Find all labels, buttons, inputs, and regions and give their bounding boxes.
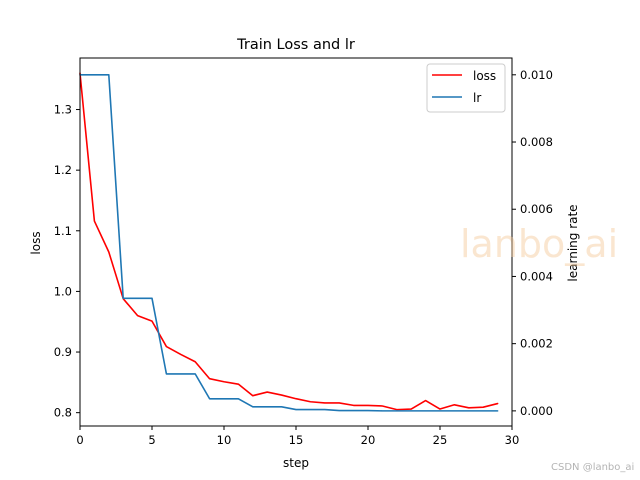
legend-label-lr: lr (473, 91, 481, 105)
plot-area-frame (79, 57, 513, 427)
y2-tick-label: 0.004 (520, 269, 553, 283)
chart-title: Train Loss and lr (236, 37, 355, 53)
series-line-loss (79, 72, 499, 411)
legend: loss lr (426, 63, 506, 113)
y2-tick-label: 0.008 (520, 135, 553, 149)
y2-tick-label: 0.000 (520, 404, 553, 418)
y2-axis-label: learning rate (566, 204, 580, 281)
y-tick-label: 1.2 (54, 163, 72, 177)
legend-box (426, 63, 506, 113)
x-tick-label: 10 (217, 433, 232, 447)
y-tick-label: 0.8 (54, 406, 72, 420)
x-tick-label: 25 (433, 433, 448, 447)
y-tick-label: 0.9 (54, 345, 72, 359)
x-axis-label: step (283, 456, 309, 470)
x-tick-label: 20 (361, 433, 376, 447)
series-line-lr (79, 74, 499, 412)
y-tick-label: 1.1 (54, 224, 72, 238)
x-tick-label: 30 (505, 433, 520, 447)
y-tick-label: 1.0 (54, 284, 72, 298)
legend-label-loss: loss (473, 69, 496, 83)
y2-tick-label: 0.010 (520, 68, 553, 82)
y-tick-label: 1.3 (54, 103, 72, 117)
watermark-logo: lanbo_ai (460, 222, 619, 266)
watermark-credit: CSDN @lanbo_ai (551, 462, 635, 473)
y2-tick-label: 0.006 (520, 202, 553, 216)
x-tick-label: 15 (289, 433, 304, 447)
y-axis-label: loss (29, 231, 43, 254)
x-tick-label: 0 (76, 433, 83, 447)
x-tick-label: 5 (148, 433, 155, 447)
y2-tick-label: 0.002 (520, 337, 553, 351)
